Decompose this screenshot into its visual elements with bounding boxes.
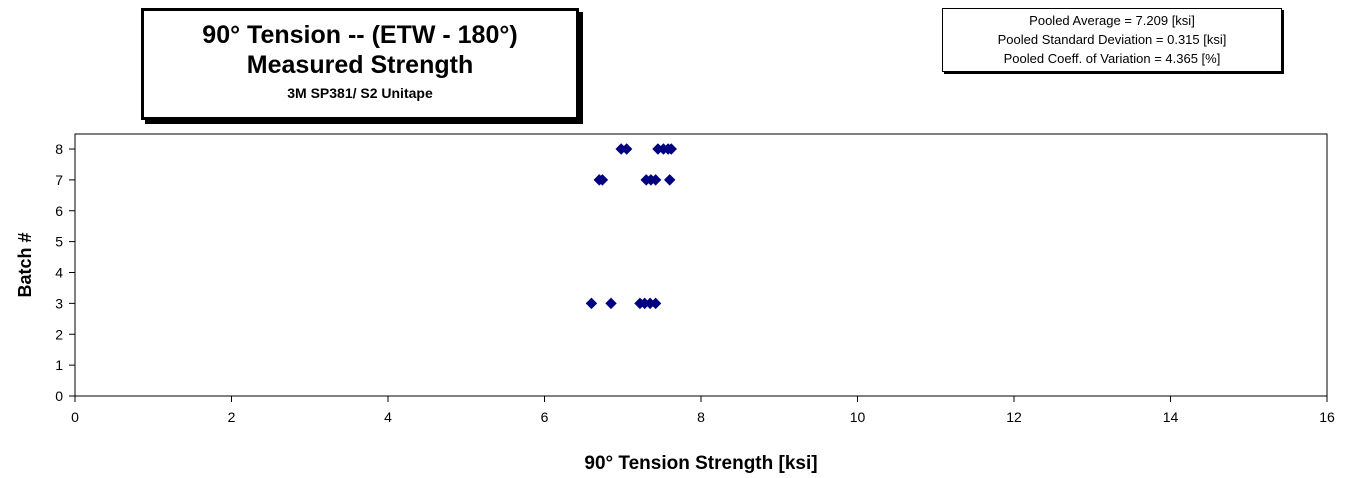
y-axis: 0 1 2 3 4 5 6 7 8 (55, 141, 75, 404)
x-tick-label: 0 (71, 409, 79, 425)
x-tick-label: 6 (541, 409, 549, 425)
stats-box: Pooled Average = 7.209 [ksi] Pooled Stan… (942, 8, 1282, 72)
y-tick-label: 3 (55, 295, 63, 311)
material-label: 3M SP381/ S2 Unitape (287, 85, 433, 101)
y-tick-label: 1 (55, 357, 63, 373)
data-point (620, 143, 633, 155)
y-tick-label: 8 (55, 141, 63, 157)
data-point (665, 143, 677, 155)
pooled-average: Pooled Average = 7.209 [ksi] (1029, 13, 1195, 28)
y-tick-label: 6 (55, 203, 63, 219)
x-tick-label: 8 (697, 409, 705, 425)
chart-subtitle: Measured Strength (246, 51, 474, 79)
x-axis-label: 90° Tension Strength [ksi] (584, 453, 817, 474)
chart-title: 90° Tension -- (ETW - 180°) (202, 21, 518, 49)
y-axis-label: Batch # (15, 232, 35, 297)
data-point (605, 297, 617, 310)
x-tick-label: 16 (1319, 409, 1335, 425)
data-point (649, 297, 662, 310)
data-point (596, 174, 609, 186)
data-points (585, 143, 677, 310)
data-point (649, 174, 662, 186)
x-tick-label: 10 (850, 409, 866, 425)
y-tick-label: 4 (55, 265, 63, 281)
x-tick-label: 14 (1163, 409, 1179, 425)
x-tick-label: 12 (1006, 409, 1022, 425)
data-point (663, 174, 676, 186)
chart-title-box: 90° Tension -- (ETW - 180°) Measured Str… (141, 8, 579, 120)
y-tick-label: 5 (55, 234, 63, 250)
plot-area (74, 133, 1328, 397)
x-axis: 0 2 4 6 8 10 12 14 16 (71, 396, 1335, 425)
y-tick-label: 7 (55, 172, 63, 188)
pooled-std-dev: Pooled Standard Deviation = 0.315 [ksi] (997, 32, 1227, 47)
x-tick-label: 4 (384, 409, 392, 425)
data-point (585, 297, 598, 310)
y-tick-label: 2 (55, 326, 63, 342)
y-tick-label: 0 (55, 388, 63, 404)
pooled-cov: Pooled Coeff. of Variation = 4.365 [%] (1003, 51, 1221, 66)
x-tick-label: 2 (228, 409, 236, 425)
